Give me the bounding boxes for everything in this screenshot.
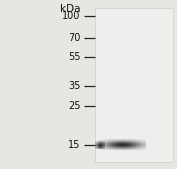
Text: 55: 55	[68, 52, 81, 62]
Text: 35: 35	[68, 81, 81, 91]
Text: 100: 100	[62, 11, 81, 21]
Text: 15: 15	[68, 140, 81, 150]
Text: kDa: kDa	[60, 4, 81, 14]
Bar	[95, 8, 173, 162]
Text: 25: 25	[68, 101, 81, 111]
Text: 70: 70	[68, 33, 81, 43]
